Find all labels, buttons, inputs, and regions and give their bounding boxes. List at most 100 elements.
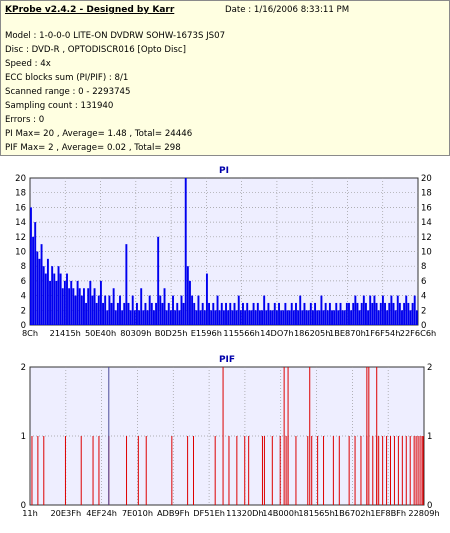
pi-bar <box>258 310 261 325</box>
pi-ytick-left: 2 <box>21 306 26 316</box>
pi-bar <box>280 310 283 325</box>
pi-bar <box>301 310 304 325</box>
pi-bar <box>394 310 397 325</box>
pi-bar <box>61 288 64 325</box>
pi-bar <box>358 310 361 325</box>
pi-bar <box>110 302 113 325</box>
pi-bar <box>205 273 208 325</box>
app-title: KProbe v2.4.2 - Designed by Karr <box>5 5 175 15</box>
pi-bar <box>59 273 62 325</box>
pi-bar <box>252 302 255 325</box>
scan-date: Date : 1/16/2006 8:33:11 PM <box>225 5 350 15</box>
pi-bar <box>337 310 340 325</box>
pi-xtick-label: 115566h <box>223 328 259 338</box>
pi-xtick-label: 8Ch <box>22 328 38 338</box>
pi-ytick-right: 10 <box>421 248 432 258</box>
pi-bar <box>381 295 384 325</box>
pi-bar <box>311 310 314 325</box>
pi-bar <box>38 258 41 325</box>
pif-plot-area <box>29 366 425 506</box>
pi-bar <box>388 302 391 325</box>
pi-bar <box>150 302 153 325</box>
pi-bar <box>63 280 66 325</box>
pi-bar <box>225 302 227 325</box>
pi-bar <box>371 302 374 325</box>
pi-bar <box>89 280 92 325</box>
pi-bar <box>161 302 164 325</box>
pif-ytick-right: 0 <box>427 501 432 511</box>
pi-bar <box>78 288 81 325</box>
pi-bar <box>335 302 338 325</box>
pi-bar <box>121 310 124 325</box>
pi-bar <box>189 280 191 325</box>
pi-bar <box>34 222 37 325</box>
pi-bar <box>343 310 346 325</box>
pi-bar <box>95 302 98 325</box>
info-pif-stats: PIF Max= 2 , Average= 0.02 , Total= 298 <box>5 143 181 153</box>
pi-bar <box>360 302 363 325</box>
info-errors: Errors : 0 <box>5 115 45 125</box>
pif-xtick-label: 181565h <box>298 508 334 518</box>
pi-bar <box>163 288 166 325</box>
pi-bar <box>106 310 109 325</box>
pi-bar <box>307 310 310 325</box>
pi-ytick-right: 4 <box>421 292 426 302</box>
pi-xtick-label: 22F6C6h <box>400 328 436 338</box>
pi-ytick-left: 4 <box>21 292 26 302</box>
pi-bar <box>133 310 136 325</box>
pi-xtick-label: 80309h <box>120 328 151 338</box>
pi-bar <box>169 310 172 325</box>
pi-bar <box>99 280 102 325</box>
pi-bar <box>411 302 414 325</box>
pi-bar <box>362 295 365 325</box>
pi-bar <box>386 310 389 325</box>
pi-bar <box>403 302 406 325</box>
pi-bar <box>97 295 100 325</box>
pif-xtick-label: 4EF24h <box>86 508 117 518</box>
pi-bar <box>348 302 350 325</box>
pi-bar <box>80 295 83 325</box>
pi-panel: PI 0 0 2 2 4 4 6 6 8 8 10 10 12 12 14 14 16 16 18 18 20 20 8Ch 2… <box>0 160 450 344</box>
pi-bar <box>367 310 370 325</box>
pi-bar <box>142 310 145 325</box>
pi-bar <box>127 302 130 325</box>
pi-bar <box>261 310 264 325</box>
pi-ytick-left: 12 <box>15 233 26 243</box>
pi-bar <box>216 295 219 325</box>
pi-bar <box>220 302 223 325</box>
pi-ytick-left: 16 <box>15 203 26 213</box>
pif-ytick-left: 0 <box>21 501 26 511</box>
pi-bar <box>193 302 196 325</box>
pi-bar <box>339 302 342 325</box>
pi-bar <box>244 310 247 325</box>
pi-bar <box>136 302 138 325</box>
pi-bar <box>401 310 403 325</box>
pi-bar <box>354 295 357 325</box>
pi-bar <box>269 310 272 325</box>
pi-bar <box>316 310 319 325</box>
pi-bar <box>102 302 104 325</box>
pi-bar <box>116 302 119 325</box>
pi-bar <box>114 310 117 325</box>
pi-ytick-left: 0 <box>21 321 26 331</box>
info-ecc: ECC blocks sum (PI/PIF) : 8/1 <box>5 73 129 83</box>
pi-bar <box>364 302 367 325</box>
pi-bar <box>68 288 71 325</box>
pi-bar <box>390 295 393 325</box>
pi-bar <box>239 310 242 325</box>
pi-bar <box>263 295 266 325</box>
pi-bar <box>40 244 43 325</box>
pi-ytick-right: 16 <box>421 203 432 213</box>
pi-bar <box>356 302 359 325</box>
pi-bar <box>131 295 134 325</box>
pi-ytick-left: 18 <box>15 189 26 199</box>
pi-bar <box>91 295 94 325</box>
pi-bar <box>242 302 244 325</box>
pi-xtick-label: B0D25h <box>155 328 188 338</box>
pi-bar <box>405 295 408 325</box>
pi-bar <box>53 273 56 325</box>
pi-xtick-label: 1F6F54h <box>365 328 400 338</box>
pi-xtick-label: E1596h <box>191 328 222 338</box>
pi-ytick-right: 8 <box>421 262 426 272</box>
pi-bar <box>157 236 160 325</box>
